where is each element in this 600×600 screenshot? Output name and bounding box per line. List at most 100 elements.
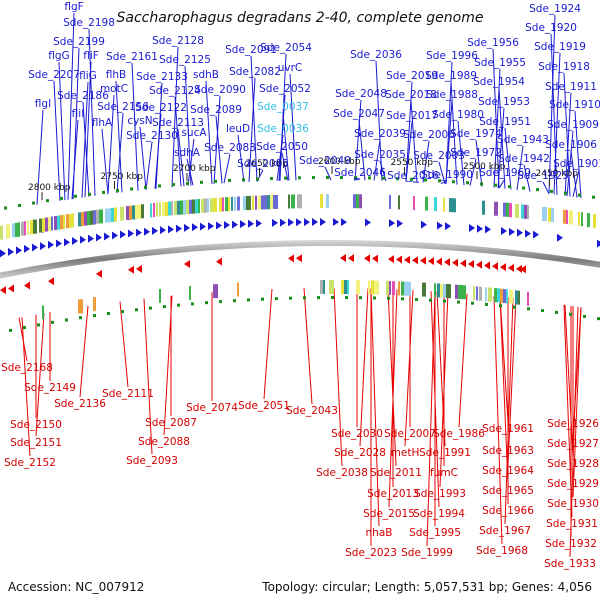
forward-gene-label: Sde_2207 [28,69,80,81]
forward-gene-label: Sde_1918 [538,61,590,73]
marker-tick [200,180,203,184]
upper-feature-band [135,204,139,219]
scale-tick-label: 2600 kbp [318,157,361,167]
upper-feature-band [27,220,29,235]
upper-feature-band [353,194,357,209]
upper-feature-band [99,209,103,224]
reverse-gene-leader-line [388,289,398,508]
forward-gene-label: flhA [92,117,113,129]
forward-gene-leader-line [82,101,90,197]
forward-gene-arrow [80,235,86,244]
marker-tick [382,176,385,180]
forward-gene-label: Sde_1951 [479,116,531,128]
reverse-gene-arrow [500,263,506,272]
reverse-gene-label: Sde_1926 [547,418,599,430]
upper-feature-band [443,197,445,212]
forward-gene-leader-line [187,138,195,186]
upper-feature-band [320,194,323,209]
marker-tick [65,318,68,322]
upper-feature-band [30,220,35,235]
marker-tick [205,301,208,305]
reverse-gene-leader-line [303,288,313,405]
reverse-gene-leader-line [163,295,173,436]
scale-tick-label: 2650 kbp [246,159,289,169]
forward-gene-arrow [0,249,6,258]
reverse-gene-label: Sde_2023 [345,547,397,559]
reverse-gene-leader-line [572,307,582,498]
reverse-gene-label: Sde_2111 [102,388,154,400]
length-value: 5,057,531 bp [423,580,504,594]
reverse-gene-label: fumC [430,467,458,479]
backbone-band [0,240,600,279]
marker-tick [424,178,427,182]
reverse-gene-arrow [136,264,142,273]
upper-feature-band [264,195,268,210]
forward-gene-leader-line [574,110,582,199]
forward-gene-arrow [48,240,54,249]
upper-feature-band [33,219,37,234]
lower-feature-band [434,283,436,298]
upper-feature-band [192,199,197,214]
forward-gene-label: Sde_2122 [135,102,187,114]
upper-feature-band [177,200,181,215]
genes-label: Genes: [511,580,554,594]
marker-tick [186,181,189,185]
forward-gene-label: Sde_2047 [333,108,385,120]
reverse-gene-label: Sde_1995 [409,527,461,539]
forward-gene-leader-line [205,80,213,185]
marker-tick [214,179,217,183]
forward-gene-arrow [477,224,483,233]
forward-gene-arrow [152,226,158,235]
lower-feature-band [374,280,379,295]
marker-tick [331,296,334,300]
reverse-gene-label: Sde_1930 [547,498,599,510]
reverse-gene-arrow [492,262,498,271]
forward-gene-leader-line [353,178,361,181]
forward-gene-leader-line [186,158,194,186]
lower-feature-band [189,286,191,301]
marker-tick [536,188,539,192]
marker-tick [74,194,77,198]
upper-feature-band [153,203,155,218]
reverse-gene-leader-line [21,317,31,457]
upper-feature-band [204,198,207,213]
gene-arrows [0,218,600,295]
forward-gene-label: Sde_2039 [354,128,406,140]
forward-gene-label: Sde_1911 [545,81,597,93]
marker-tick [130,187,133,191]
forward-gene-arrow [56,239,62,248]
forward-gene-label: Sde_1919 [534,41,586,53]
reverse-gene-label: Sde_2149 [24,382,76,394]
upper-feature-band [425,196,428,211]
forward-gene-arrow [333,218,339,227]
forward-gene-arrow [312,218,318,227]
forward-gene-label: Sde_2198 [63,17,115,29]
upper-feature-band [219,197,224,212]
lower-feature-band [347,280,349,295]
marker-tick [158,184,161,188]
forward-gene-arrow [296,218,302,227]
forward-gene-arrow [120,230,126,239]
forward-gene-leader-line [373,139,381,181]
topology-label: Topology: [262,580,319,594]
reverse-gene-arrow [412,256,418,265]
reverse-gene-leader-line [35,313,45,437]
reverse-gene-label: nhaB [366,527,393,539]
forward-gene-arrow [597,239,600,248]
marker-tick [564,191,567,195]
lower-feature-band [404,281,408,296]
upper-feature-band [225,197,229,212]
forward-gene-label: Sde_1909 [547,119,599,131]
lower-feature-band [518,290,520,305]
forward-gene-leader-line [36,109,44,205]
forward-gene-leader-line [145,141,153,190]
lower-feature-band [485,287,487,302]
upper-feature-band [297,194,302,209]
marker-tick [387,296,390,300]
reverse-gene-arrow [184,260,190,269]
forward-gene-arrow [224,221,230,230]
reverse-gene-label: Sde_2087 [145,417,197,429]
forward-gene-leader-line [523,164,531,192]
forward-gene-leader-line [354,99,362,181]
marker-tick [284,176,287,180]
